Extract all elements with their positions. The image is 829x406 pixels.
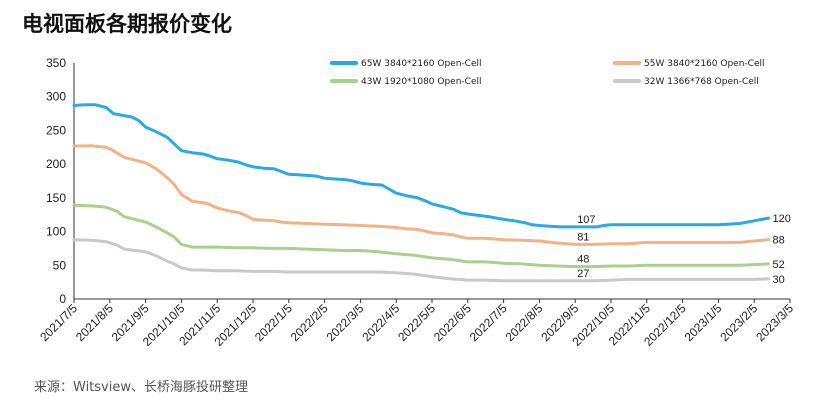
series-end-label-3: 52 [773,259,785,271]
series-end-label-2: 88 [773,235,785,247]
x-tick-label: 2022/2/5 [288,301,331,344]
x-tick-label: 2022/5/5 [395,301,438,344]
y-tick-label: 150 [46,191,66,205]
y-tick-label: 100 [46,225,66,239]
series-line-4 [72,238,770,283]
x-axis: 2021/7/52021/8/52021/9/52021/10/52021/11… [37,298,796,349]
legend-label-4: 32W 1366*768 Open-Cell [644,77,759,87]
series-low-label-2: 81 [577,231,589,243]
x-tick-label: 2022/3/5 [324,301,367,344]
x-tick-label: 2023/3/5 [753,301,796,344]
y-tick-label: 250 [46,123,66,137]
series-line-3 [72,203,770,269]
x-tick-label: 2022/4/5 [359,301,402,344]
series-low-label-1: 107 [577,214,595,226]
y-tick-label: 300 [46,90,66,104]
legend-label-2: 55W 3840*2160 Open-Cell [644,59,765,69]
x-tick-label: 2022/1/5 [252,301,295,344]
y-tick-label: 0 [59,292,66,306]
legend-label-1: 65W 3840*2160 Open-Cell [361,59,482,69]
chart-title: 电视面板各期报价变化 [22,12,232,36]
series-low-label-3: 48 [577,254,589,266]
y-tick-label: 200 [46,157,66,171]
series-end-label-1: 120 [773,213,791,225]
series-lines [72,103,770,283]
x-tick-label: 2022/7/5 [467,301,510,344]
legend: 65W 3840*2160 Open-Cell 55W 3840*2160 Ope… [330,59,765,87]
series-low-label-4: 27 [577,268,589,280]
source-note: 来源：Witsview、长桥海豚投研整理 [34,380,248,395]
x-tick-label: 2021/7/5 [37,301,80,344]
y-axis: 0 50 100 150 200 250 300 350 [46,56,75,306]
end-labels: 120 88 52 30 107 81 48 27 [577,213,791,286]
series-end-label-4: 30 [773,274,785,286]
y-tick-label: 350 [46,56,66,70]
x-tick-label: 2022/8/5 [503,301,546,344]
series-line-1 [72,103,770,229]
x-tick-label: 2021/8/5 [73,301,116,344]
x-tick-label: 2023/2/5 [717,301,760,344]
x-tick-label: 2023/1/5 [682,301,725,344]
x-tick-label: 2022/6/5 [431,301,474,344]
legend-label-3: 43W 1920*1080 Open-Cell [361,77,482,87]
y-tick-label: 50 [53,258,67,272]
series-line-2 [72,144,770,246]
